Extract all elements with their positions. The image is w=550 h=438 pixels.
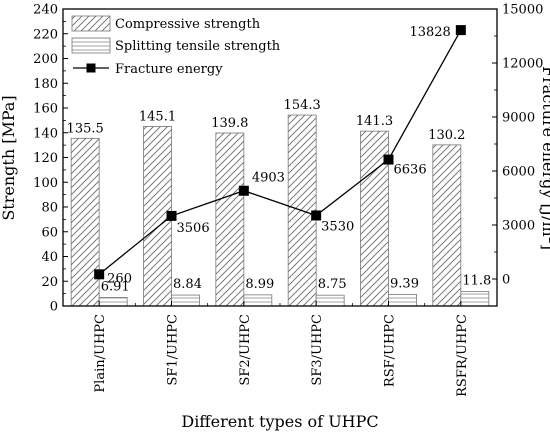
fracture-energy-marker-3 [311,210,322,221]
label-tensile-4: 9.39 [390,276,419,291]
right-tick-label-5: 15000 [502,3,543,18]
left-tick-label-5: 100 [33,176,58,191]
legend-marker-fracture [86,63,96,73]
left-tick-label-2: 40 [41,250,58,265]
bar-tensile-1 [171,294,200,307]
bar-compressive-0 [70,137,100,307]
x-axis-title: Different types of UHPC [181,412,378,431]
fracture-energy-marker-2 [238,185,249,196]
left-tick-label-12: 240 [33,3,58,18]
legend-swatch-tensile [71,37,111,54]
label-tensile-0: 6.91 [101,279,130,294]
left-tick-label-8: 160 [33,102,58,117]
legend-label-compressive: Compressive strength [115,17,261,32]
left-axis: 0 20 40 60 80 100 120 140 160 180 200 220 240 [33,3,68,315]
right-axis: 0 3000 6000 9000 12000 15000 [492,3,543,288]
bar-tensile-2 [243,294,273,307]
y2-axis-title-sup: 2 [546,237,550,244]
label-compressive-4: 141.3 [356,114,393,129]
label-fracture-energy-3: 3530 [321,219,354,234]
left-tick-label-6: 120 [33,151,58,166]
left-tick-label-1: 20 [41,275,58,290]
label-tensile-1: 8.84 [173,277,202,292]
x-tick-label-2: SF2/UHPC [238,314,253,386]
label-fracture-energy-2: 4903 [252,171,285,186]
fracture-energy-marker-1 [166,210,177,221]
label-tensile-3: 8.75 [318,277,347,292]
right-tick-label-2: 6000 [502,165,535,180]
fracture-energy-marker-4 [383,154,394,165]
y2-axis-title: Fracture energy [J/m2] [539,66,550,250]
bar-tensile-4 [388,293,417,307]
right-tick-label-0: 0 [502,273,510,288]
label-tensile-5: 11.8 [462,273,491,288]
bar-tensile-3 [315,294,345,307]
fracture-energy-marker-5 [455,25,466,36]
y2-axis-title-end: ] [539,244,550,250]
left-tick-label-0: 0 [50,300,58,315]
label-fracture-energy-1: 3506 [177,221,210,236]
label-compressive-2: 139.8 [211,116,248,131]
label-compressive-1: 145.1 [139,109,176,124]
left-tick-label-3: 60 [41,225,58,240]
right-tick-label-1: 3000 [502,219,535,234]
right-tick-label-4: 12000 [502,57,543,72]
label-fracture-energy-4: 6636 [394,163,427,178]
left-tick-label-11: 220 [33,27,58,42]
label-fracture-energy-0: 260 [107,271,132,286]
label-fracture-energy-5: 13828 [409,25,450,40]
bar-tensile-5 [460,290,490,307]
legend-swatch-compressive [71,15,111,32]
legend-label-fracture: Fracture energy [115,62,223,77]
data-labels-layer: 135.5 6.91 145.1 8.84 139.8 8.99 154.3 8.75 141.… [67,25,492,294]
label-compressive-3: 154.3 [284,98,321,113]
y2-axis-title-main: Fracture energy [J/m [539,66,550,237]
bar-compressive-5 [432,144,462,307]
bar-tensile-0 [98,297,128,307]
x-tick-label-1: SF1/UHPC [166,314,181,386]
y-axis-title: Strength [MPa] [0,95,18,220]
fracture-energy-layer [94,25,466,280]
x-axis: Plain/UHPC SF1/UHPC SF2/UHPC SF3/UHPC RSF/UH… [62,301,498,397]
left-tick-label-9: 180 [33,77,58,92]
left-tick-label-10: 200 [33,52,58,67]
label-compressive-0: 135.5 [67,121,104,136]
x-tick-label-3: SF3/UHPC [310,314,325,386]
bar-compressive-2 [215,132,245,307]
left-tick-label-7: 140 [33,126,58,141]
fracture-energy-line [98,29,462,275]
left-tick-label-4: 80 [41,201,58,216]
label-compressive-5: 130.2 [428,128,465,143]
fracture-energy-marker-0 [94,269,105,280]
label-tensile-2: 8.99 [245,277,274,292]
legend: Compressive strength Splitting tensile s… [71,15,281,77]
x-tick-label-0: Plain/UHPC [93,314,108,393]
right-tick-label-3: 9000 [502,111,535,126]
legend-label-tensile: Splitting tensile strength [115,39,281,54]
x-tick-label-5: RSFR/UHPC [455,314,470,397]
x-tick-label-4: RSF/UHPC [383,314,398,387]
bars-layer [70,114,490,307]
